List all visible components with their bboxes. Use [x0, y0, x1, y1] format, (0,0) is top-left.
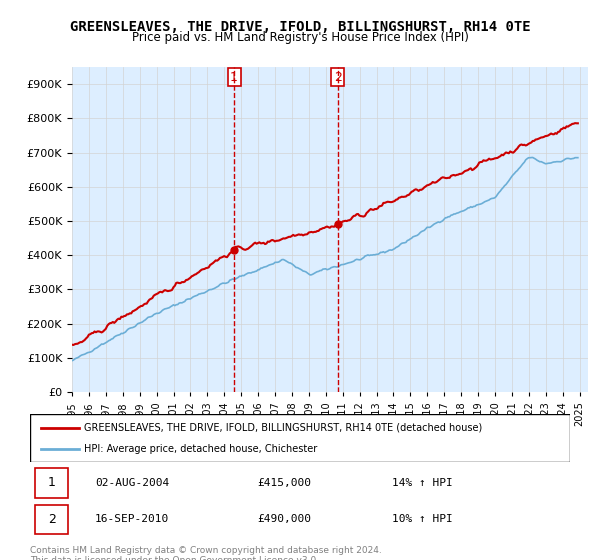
Text: 1: 1	[230, 71, 238, 84]
Text: Price paid vs. HM Land Registry's House Price Index (HPI): Price paid vs. HM Land Registry's House …	[131, 31, 469, 44]
Text: Contains HM Land Registry data © Crown copyright and database right 2024.
This d: Contains HM Land Registry data © Crown c…	[30, 546, 382, 560]
Text: GREENSLEAVES, THE DRIVE, IFOLD, BILLINGSHURST, RH14 0TE (detached house): GREENSLEAVES, THE DRIVE, IFOLD, BILLINGS…	[84, 423, 482, 433]
Text: HPI: Average price, detached house, Chichester: HPI: Average price, detached house, Chic…	[84, 444, 317, 454]
Text: GREENSLEAVES, THE DRIVE, IFOLD, BILLINGSHURST, RH14 0TE: GREENSLEAVES, THE DRIVE, IFOLD, BILLINGS…	[70, 20, 530, 34]
FancyBboxPatch shape	[35, 505, 68, 534]
Text: £415,000: £415,000	[257, 478, 311, 488]
Text: 2: 2	[334, 71, 342, 84]
Text: 10% ↑ HPI: 10% ↑ HPI	[392, 515, 452, 524]
Text: 1: 1	[47, 477, 56, 489]
FancyBboxPatch shape	[30, 414, 570, 462]
Text: 14% ↑ HPI: 14% ↑ HPI	[392, 478, 452, 488]
Text: 16-SEP-2010: 16-SEP-2010	[95, 515, 169, 524]
Text: £490,000: £490,000	[257, 515, 311, 524]
Text: 2: 2	[47, 513, 56, 526]
FancyBboxPatch shape	[35, 468, 68, 498]
Text: 02-AUG-2004: 02-AUG-2004	[95, 478, 169, 488]
